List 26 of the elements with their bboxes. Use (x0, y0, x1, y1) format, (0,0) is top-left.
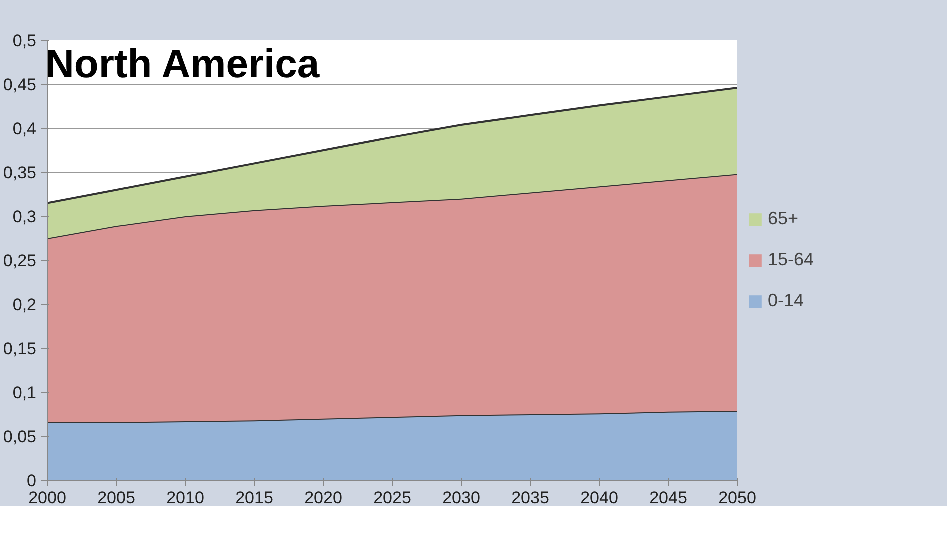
y-tick-label: 0,05 (3, 428, 37, 446)
y-tick-label: 0,3 (12, 208, 37, 226)
x-tick-label: 2045 (650, 488, 688, 508)
y-tick-label: 0,35 (3, 164, 37, 182)
x-tick-label: 2040 (580, 488, 618, 508)
y-tick-label: 0,1 (12, 384, 37, 402)
y-tick-label: 0,45 (3, 76, 37, 94)
x-tick-label: 2035 (512, 488, 550, 508)
x-tick-label: 2000 (28, 488, 66, 508)
y-tick-label: 0,25 (3, 252, 37, 270)
x-tick-label: 2050 (718, 488, 756, 508)
x-tick-label: 2030 (442, 488, 480, 508)
chart-title: North America (46, 42, 320, 86)
y-tick-label: 0,4 (12, 120, 37, 138)
x-tick-label: 2025 (374, 488, 412, 508)
y-tick-label: 0,15 (3, 340, 37, 358)
x-tick-label: 2015 (236, 488, 274, 508)
x-tick-label: 2010 (166, 488, 204, 508)
y-tick-label: 0,5 (12, 32, 37, 50)
y-tick-label: 0 (27, 472, 37, 490)
legend-label: 65+ (768, 208, 799, 230)
legend-label: 0-14 (768, 290, 804, 312)
legend-label: 15-64 (768, 250, 814, 270)
y-tick-label: 0,2 (12, 296, 37, 314)
x-tick-label: 2005 (98, 488, 136, 508)
x-tick-label: 2020 (304, 488, 342, 508)
